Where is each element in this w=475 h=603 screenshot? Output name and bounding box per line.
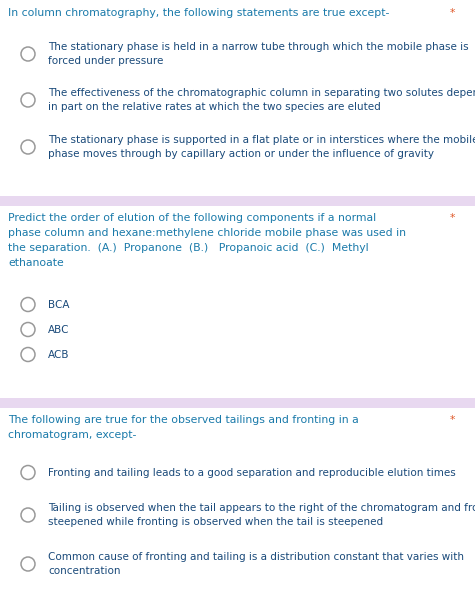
Text: the separation.  (A.)  Propanone  (B.)   Propanoic acid  (C.)  Methyl: the separation. (A.) Propanone (B.) Prop…: [8, 243, 369, 253]
Text: steepened while fronting is observed when the tail is steepened: steepened while fronting is observed whe…: [48, 517, 383, 527]
Text: concentration: concentration: [48, 566, 121, 576]
Text: *: *: [450, 8, 456, 18]
Text: The following are true for the observed tailings and fronting in a: The following are true for the observed …: [8, 415, 359, 425]
Text: The effectiveness of the chromatographic column in separating two solutes depend: The effectiveness of the chromatographic…: [48, 88, 475, 98]
Text: Common cause of fronting and tailing is a distribution constant that varies with: Common cause of fronting and tailing is …: [48, 552, 464, 562]
Text: Tailing is observed when the tail appears to the right of the chromatogram and f: Tailing is observed when the tail appear…: [48, 503, 475, 513]
Text: Predict the order of elution of the following components if a normal: Predict the order of elution of the foll…: [8, 213, 376, 223]
Text: In column chromatography, the following statements are true except-: In column chromatography, the following …: [8, 8, 389, 18]
Text: BCA: BCA: [48, 300, 69, 310]
Text: ACB: ACB: [48, 350, 69, 360]
Text: chromatogram, except-: chromatogram, except-: [8, 430, 136, 440]
Bar: [0, 196, 475, 206]
Bar: [0, 398, 475, 408]
Text: phase column and hexane:methylene chloride mobile phase was used in: phase column and hexane:methylene chlori…: [8, 228, 406, 238]
Text: in part on the relative rates at which the two species are eluted: in part on the relative rates at which t…: [48, 102, 381, 112]
Text: *: *: [450, 213, 456, 223]
Text: phase moves through by capillary action or under the influence of gravity: phase moves through by capillary action …: [48, 149, 434, 159]
Text: The stationary phase is supported in a flat plate or in interstices where the mo: The stationary phase is supported in a f…: [48, 135, 475, 145]
Text: forced under pressure: forced under pressure: [48, 56, 163, 66]
Text: ABC: ABC: [48, 325, 69, 335]
Text: ethanoate: ethanoate: [8, 258, 64, 268]
Text: The stationary phase is held in a narrow tube through which the mobile phase is: The stationary phase is held in a narrow…: [48, 42, 469, 52]
Text: Fronting and tailing leads to a good separation and reproducible elution times: Fronting and tailing leads to a good sep…: [48, 468, 456, 478]
Text: *: *: [450, 415, 456, 425]
